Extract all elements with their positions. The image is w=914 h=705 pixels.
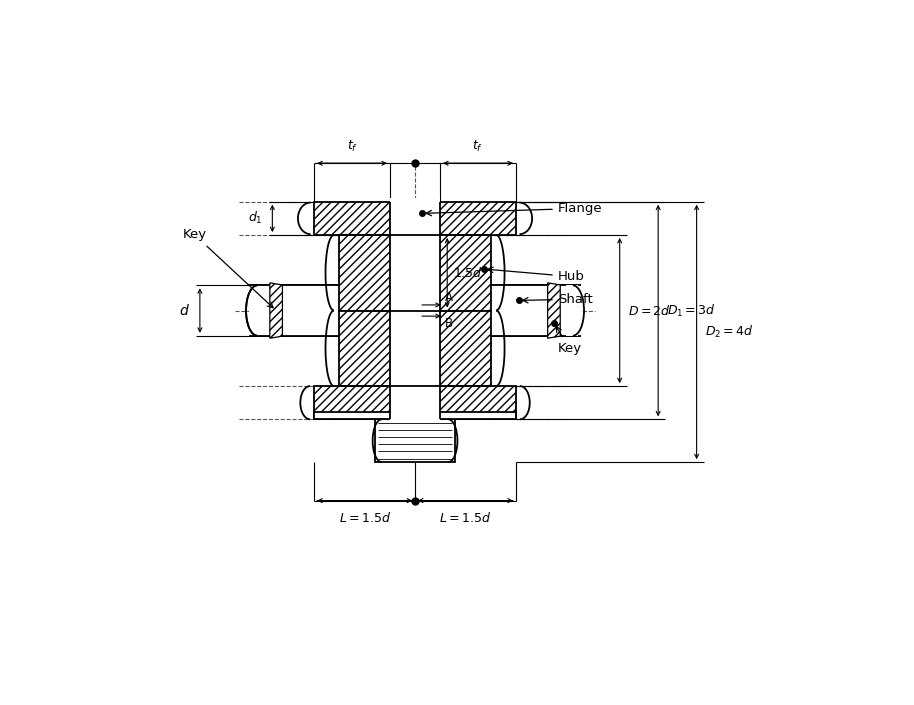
Text: Key: Key bbox=[556, 326, 582, 355]
Text: $L = 1.5d$: $L = 1.5d$ bbox=[440, 511, 492, 525]
Text: Key: Key bbox=[183, 228, 273, 307]
Polygon shape bbox=[270, 283, 282, 338]
Text: $D = 2d$: $D = 2d$ bbox=[628, 304, 671, 317]
Text: $d$: $d$ bbox=[178, 303, 189, 318]
Text: $L = 1.5d$: $L = 1.5d$ bbox=[338, 511, 391, 525]
Bar bbox=[314, 386, 515, 419]
Bar bbox=[390, 307, 441, 423]
Bar bbox=[566, 286, 579, 336]
Text: $D_1 = 3d$: $D_1 = 3d$ bbox=[666, 302, 716, 319]
Polygon shape bbox=[547, 283, 560, 338]
Bar bbox=[314, 202, 515, 235]
Bar bbox=[491, 286, 581, 336]
Bar bbox=[390, 198, 441, 314]
Bar bbox=[314, 412, 515, 419]
Text: $t_f$: $t_f$ bbox=[346, 139, 357, 154]
Bar bbox=[339, 235, 491, 310]
Text: B: B bbox=[445, 317, 453, 330]
Text: $D_2 = 4d$: $D_2 = 4d$ bbox=[705, 324, 754, 340]
Text: $t_f$: $t_f$ bbox=[473, 139, 484, 154]
Bar bbox=[339, 310, 491, 386]
Bar bbox=[249, 286, 339, 336]
Text: Hub: Hub bbox=[488, 267, 585, 283]
Text: A: A bbox=[445, 291, 453, 305]
Text: $d_1$: $d_1$ bbox=[248, 210, 262, 226]
Bar bbox=[375, 419, 455, 462]
Text: $1.5d$: $1.5d$ bbox=[452, 266, 483, 280]
Text: Flange: Flange bbox=[426, 202, 602, 216]
Text: Shaft: Shaft bbox=[523, 293, 592, 306]
